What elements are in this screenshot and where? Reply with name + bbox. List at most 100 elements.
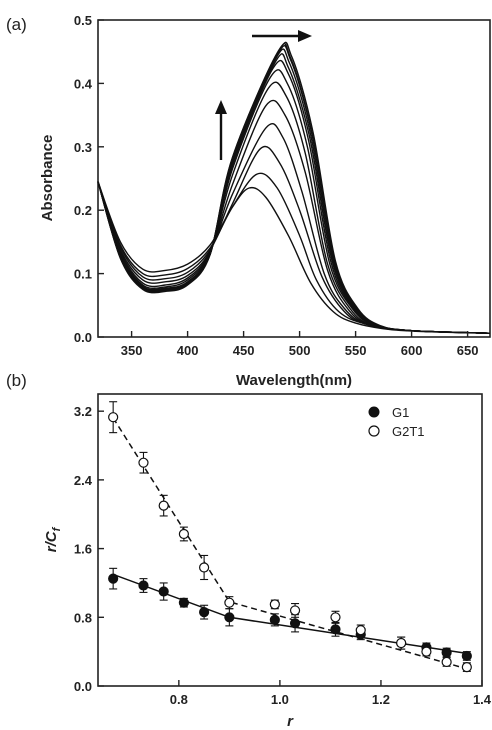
legend: G1 G2T1 [368,405,425,439]
data-point-g2t1 [289,603,301,618]
y-tick-label: 0.4 [74,76,93,91]
panel-a-x-ticks: 350 400 450 500 550 600 650 [121,331,478,358]
data-point-g1 [138,578,149,593]
panel-a-y-ticks: 0.0 0.1 0.2 0.3 0.4 0.5 [74,13,104,345]
x-tick-label: 1.4 [473,692,492,707]
panel-a-label: (a) [6,15,27,34]
marker [108,412,119,423]
data-point-g2t1 [421,646,432,657]
panel-b-y-axis-title: r/Cf [43,526,63,552]
y-tick-label: 0.1 [74,267,92,282]
panel-a-curves [97,41,491,334]
y-tick-label: 0.8 [74,610,92,625]
panel-a-x-axis-title: Wavelength(nm) [236,372,352,389]
x-tick-label: 0.8 [170,692,188,707]
data-point-g1 [289,614,301,633]
data-point-g1 [330,621,341,637]
marker [396,637,407,649]
marker [355,625,366,636]
x-tick-label: 450 [233,343,255,358]
y-tick-label: 0.0 [74,330,92,345]
data-point-g2t1 [441,656,452,668]
marker [289,605,301,616]
data-point-g1 [269,613,280,627]
legend-marker-g2t1 [368,425,380,437]
marker [108,573,119,584]
data-point-g2t1 [158,494,169,517]
marker [178,528,189,540]
marker [269,614,280,625]
y-tick-label: 3.2 [74,404,92,419]
x-tick-label: 600 [401,343,423,358]
data-point-g2t1 [461,662,472,673]
marker [330,624,341,635]
marker [158,586,169,597]
increase-arrow [215,100,227,160]
spectrum-curve-2 [97,172,491,334]
data-point-g2t1 [138,451,149,474]
spectrum-curve-10 [97,48,491,334]
data-point-g2t1 [355,624,366,636]
y-tick-label: 0.2 [74,203,92,218]
panel-b-x-axis-title: r [287,713,294,730]
spectrum-curve-13 [97,41,491,334]
x-tick-label: 1.2 [372,692,390,707]
y-tick-label: 0.5 [74,13,92,28]
marker [158,500,169,511]
panel-b-points [108,401,472,673]
data-point-g2t1 [330,610,341,624]
panel-b-label: (b) [6,371,27,390]
data-point-g1 [461,650,472,662]
marker [330,612,341,623]
data-point-g2t1 [396,636,407,650]
redshift-arrow [252,30,312,42]
marker [441,656,452,668]
y-tick-label: 0.3 [74,140,92,155]
spectrum-curve-6 [97,81,491,334]
x-tick-label: 400 [177,343,199,358]
marker [289,618,301,629]
panel-b-y-axis-title-main: r/C [43,530,60,552]
fit-line-g2t1 [112,417,468,670]
data-point-g2t1 [224,596,235,610]
spectrum-curve-1 [97,181,491,334]
marker [224,597,235,608]
marker [138,457,149,468]
panel-b-frame [97,393,483,687]
data-point-g1 [178,597,189,608]
marker [224,612,235,623]
panel-a-frame [97,19,491,338]
data-point-g2t1 [178,526,189,542]
panel-a-y-axis-title: Absorbance [39,135,56,222]
x-tick-label: 1.0 [271,692,289,707]
data-point-g1 [441,647,452,658]
panel-b-y-axis-title-sub: f [51,526,63,531]
marker [138,580,149,591]
x-tick-label: 550 [345,343,367,358]
legend-label-g2t1: G2T1 [392,424,425,439]
panel-b-x-ticks: 0.8 1.0 1.2 1.4 [170,680,492,707]
spectrum-curve-7 [97,69,491,334]
panel-a: (a) 350 400 450 500 550 600 650 0.00.10.20.30.… [6,13,491,389]
y-tick-label: 1.6 [74,542,92,557]
panel-b-fit-lines [112,417,468,670]
x-tick-label: 500 [289,343,311,358]
marker [199,562,210,573]
marker [199,607,210,618]
data-point-g2t1 [269,599,280,610]
x-tick-label: 350 [121,343,143,358]
spectrum-curve-5 [97,99,491,334]
marker [421,646,432,657]
marker [178,597,189,608]
fit-line-g1 [112,573,467,655]
marker [441,647,452,658]
marker [269,599,280,610]
legend-label-g1: G1 [392,405,409,420]
spectrum-curve-3 [97,145,491,334]
data-point-g2t1 [108,401,119,434]
marker [461,650,472,662]
data-point-g2t1 [199,554,210,581]
legend-marker-g1 [368,406,380,418]
panel-b: (b) 0.8 1.0 1.2 1.4 0.00.81.62.43.2 r r/Cf … [6,371,492,730]
